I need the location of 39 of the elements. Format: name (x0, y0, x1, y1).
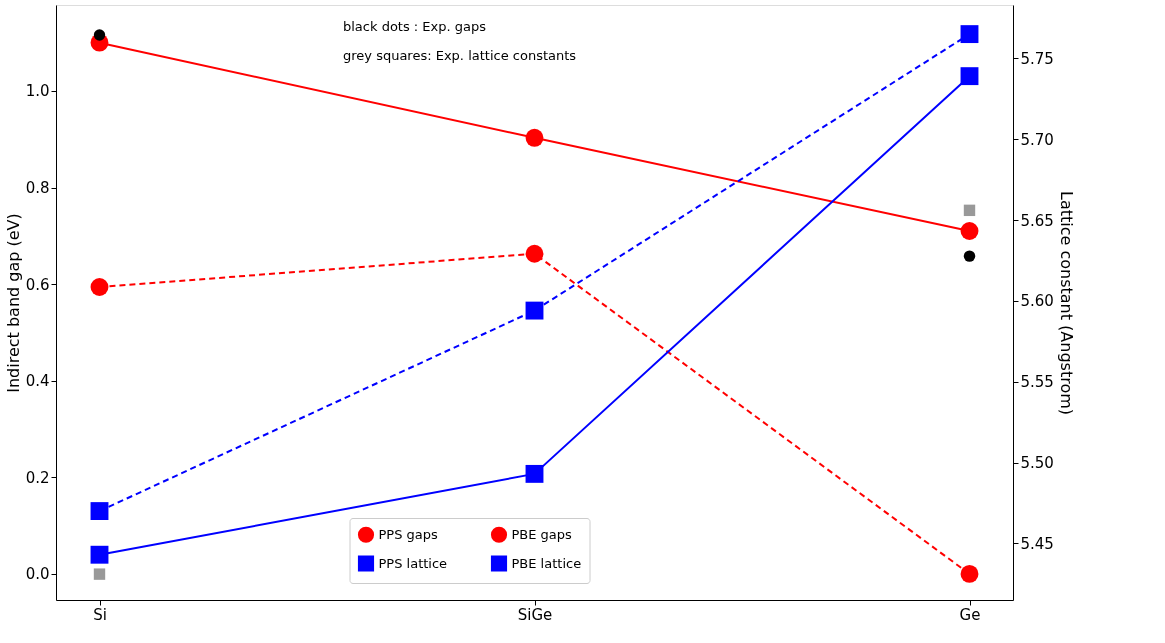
x-tick-label: SiGe (517, 605, 553, 624)
y2-axis-title: Lattice constant (Angstrom) (1056, 190, 1076, 416)
legend-label: PPS gaps (378, 526, 439, 542)
point (960, 67, 979, 86)
point (960, 222, 979, 240)
y-axis-title: Indirect band gap (eV) (3, 213, 23, 393)
point (90, 278, 109, 296)
point (960, 564, 979, 583)
y-tick-label: 0.0 (25, 565, 50, 584)
y2-tick-label: 5.45 (1020, 534, 1054, 553)
y2-tick-label: 5.55 (1020, 373, 1054, 392)
point (525, 464, 544, 483)
legend-label: PBE lattice (511, 555, 582, 571)
point (960, 25, 979, 44)
y2-tick-label: 5.60 (1020, 292, 1054, 311)
y-tick-label: 0.8 (25, 179, 50, 198)
y-tick-label: 0.2 (25, 468, 50, 487)
y2-tick-label: 5.65 (1020, 211, 1054, 230)
x-tick-label: Ge (959, 605, 981, 624)
point (90, 502, 109, 521)
point (93, 29, 106, 41)
x-tick-label: Si (93, 605, 107, 624)
legend-label: PBE gaps (511, 526, 573, 542)
annotation: black dots : Exp. gaps (343, 19, 487, 34)
point (525, 301, 544, 320)
point (525, 244, 544, 263)
legend-label: PPS lattice (378, 555, 448, 571)
point (90, 545, 109, 564)
y-tick-label: 0.4 (25, 372, 50, 391)
y2-tick-label: 5.70 (1020, 130, 1054, 149)
point (963, 204, 976, 217)
y-tick-label: 0.6 (25, 275, 50, 294)
point (93, 568, 106, 580)
y2-tick-label: 5.50 (1020, 454, 1054, 473)
y-tick-label: 1.0 (25, 82, 50, 101)
y2-tick-label: 5.75 (1020, 49, 1054, 68)
point (963, 250, 976, 262)
point (525, 128, 544, 147)
annotation: grey squares: Exp. lattice constants (343, 48, 577, 63)
